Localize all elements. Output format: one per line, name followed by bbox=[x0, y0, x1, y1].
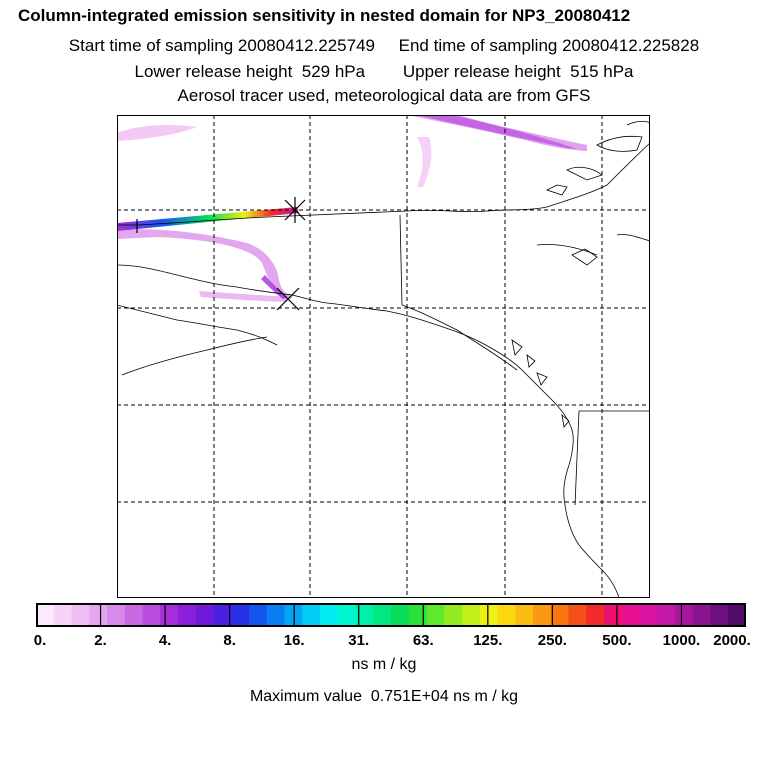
release-height-line: Lower release height 529 hPa Upper relea… bbox=[134, 62, 634, 81]
map-panel bbox=[117, 115, 650, 598]
colorbar-swatch bbox=[195, 604, 214, 626]
political-borders bbox=[399, 214, 650, 506]
colorbar-tick-label: 4. bbox=[158, 632, 172, 649]
colorbar-swatch bbox=[213, 604, 232, 626]
colorbar-tick-label: 16. bbox=[283, 632, 305, 649]
colorbar-swatch bbox=[36, 604, 55, 626]
colorbar-swatch bbox=[692, 604, 711, 626]
maximum-value-label: Maximum value 0.751E+04 ns m / kg bbox=[249, 688, 519, 705]
colorbar-swatch bbox=[515, 604, 534, 626]
colorbar-tick-label: 0. bbox=[33, 632, 47, 649]
colorbar-swatch bbox=[142, 604, 161, 626]
sampling-time-line: Start time of sampling 20080412.225749 E… bbox=[68, 36, 700, 55]
colorbar-swatch bbox=[497, 604, 516, 626]
colorbar-swatch bbox=[728, 604, 746, 626]
colorbar-swatch bbox=[89, 604, 108, 626]
colorbar-swatch bbox=[249, 604, 268, 626]
colorbar-tick-label: 8. bbox=[223, 632, 236, 649]
colorbar-swatch bbox=[266, 604, 285, 626]
plot-title: Column-integrated emission sensitivity i… bbox=[18, 6, 631, 25]
tracer-info-line: Aerosol tracer used, meteorological data… bbox=[177, 86, 591, 105]
colorbar-units: ns m / kg bbox=[351, 656, 417, 673]
colorbar-swatch bbox=[621, 604, 640, 626]
colorbar-swatch bbox=[355, 604, 374, 626]
colorbar-swatch bbox=[657, 604, 676, 626]
colorbar-swatch bbox=[320, 604, 339, 626]
colorbar-swatch bbox=[550, 604, 569, 626]
colorbar-tick-label: 125. bbox=[473, 632, 503, 649]
map-frame bbox=[117, 115, 650, 598]
colorbar-swatch bbox=[302, 604, 321, 626]
colorbar-swatch bbox=[53, 604, 72, 626]
colorbar-swatch bbox=[479, 604, 498, 626]
lat-lon-grid bbox=[117, 115, 650, 598]
colorbar-tick-label: 500. bbox=[602, 632, 632, 649]
colorbar-swatch bbox=[107, 604, 126, 626]
colorbar-tick-label: 2. bbox=[94, 632, 107, 649]
colorbar-tick-label: 1000. bbox=[662, 632, 701, 649]
colorbar-swatch bbox=[231, 604, 250, 626]
colorbar-swatch bbox=[408, 604, 427, 626]
colorbar-swatch bbox=[160, 604, 179, 626]
colorbar bbox=[36, 603, 746, 627]
colorbar-swatch bbox=[124, 604, 143, 626]
colorbar-swatch bbox=[639, 604, 658, 626]
colorbar-swatch bbox=[444, 604, 463, 626]
colorbar-swatch bbox=[568, 604, 587, 626]
colorbar-tick-label: 31. bbox=[348, 632, 370, 649]
colorbar-tick-label: 63. bbox=[412, 632, 434, 649]
colorbar-swatch bbox=[426, 604, 445, 626]
colorbar-swatch bbox=[337, 604, 356, 626]
emission-sensitivity-field bbox=[117, 115, 587, 302]
colorbar-swatch bbox=[586, 604, 605, 626]
colorbar-tick-label: 2000. bbox=[713, 632, 751, 649]
release-point-markers bbox=[136, 197, 306, 311]
colorbar-swatch bbox=[373, 604, 392, 626]
colorbar-swatch bbox=[71, 604, 90, 626]
colorbar-swatch bbox=[178, 604, 197, 626]
colorbar-swatch bbox=[604, 604, 623, 626]
colorbar-swatch bbox=[391, 604, 410, 626]
coastlines bbox=[117, 120, 650, 598]
colorbar-tick-label: 250. bbox=[537, 632, 567, 649]
colorbar-frame bbox=[36, 603, 746, 627]
colorbar-swatch bbox=[462, 604, 481, 626]
colorbar-swatch bbox=[533, 604, 552, 626]
colorbar-swatch bbox=[675, 604, 694, 626]
colorbar-swatch bbox=[710, 604, 729, 626]
